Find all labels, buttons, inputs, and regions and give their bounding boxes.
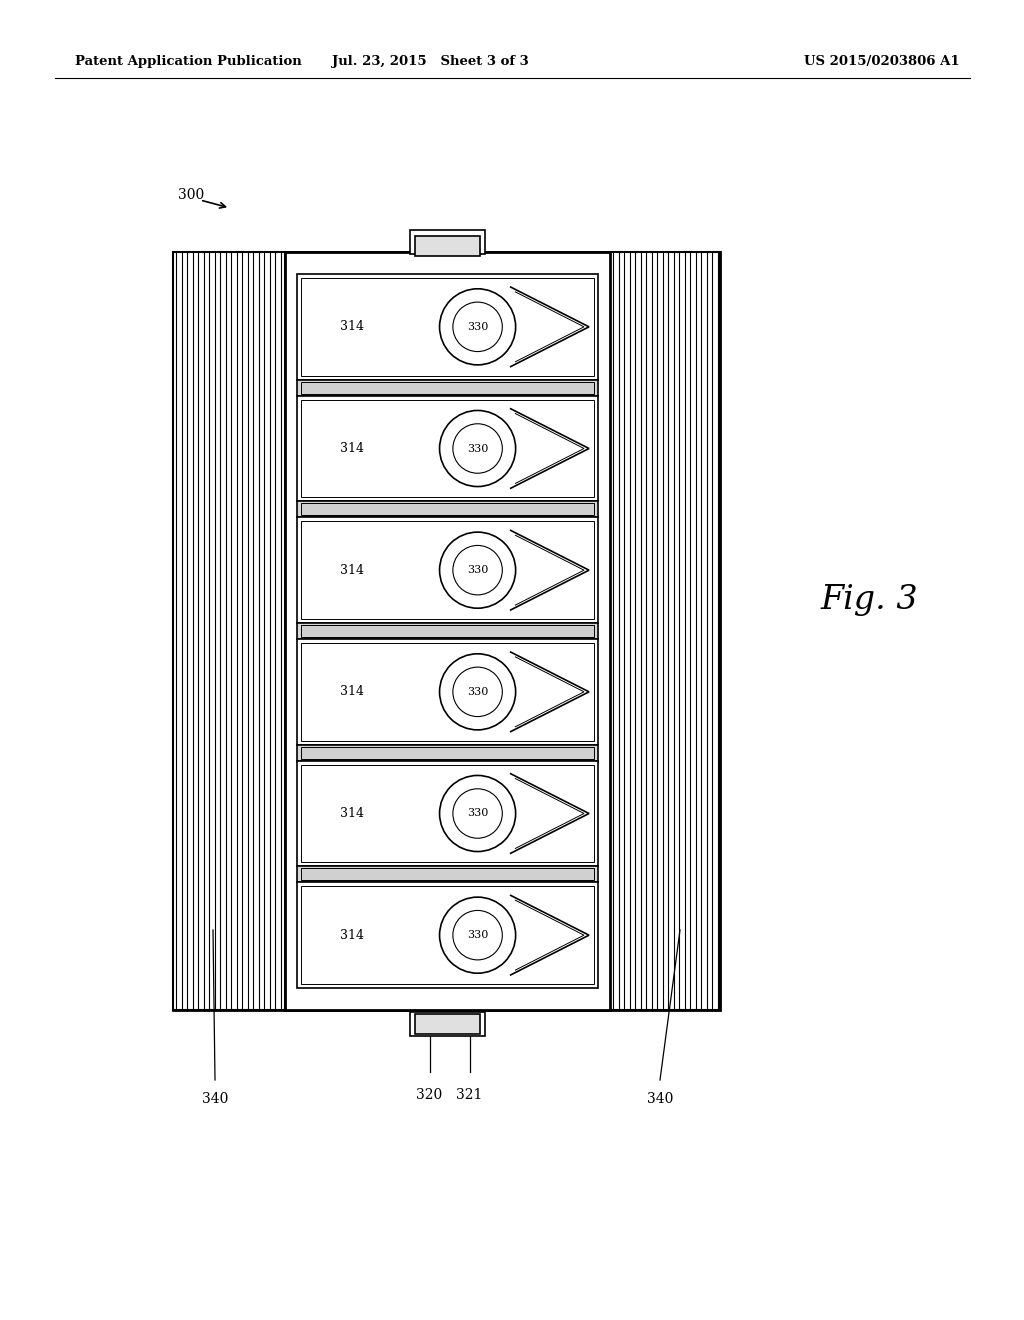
Text: 314: 314 <box>340 564 364 577</box>
Bar <box>297 275 598 380</box>
Circle shape <box>439 775 516 851</box>
Text: 330: 330 <box>467 808 488 818</box>
Bar <box>301 400 594 498</box>
Bar <box>301 764 594 862</box>
Bar <box>301 747 594 759</box>
Bar <box>301 279 594 376</box>
Bar <box>173 252 285 1010</box>
Text: 340: 340 <box>202 1092 228 1106</box>
Bar <box>297 866 598 882</box>
Text: Fig. 3: Fig. 3 <box>820 583 918 616</box>
Bar <box>297 623 598 639</box>
Text: 330: 330 <box>467 565 488 576</box>
Bar <box>301 624 594 638</box>
Text: 321: 321 <box>457 1088 482 1102</box>
Text: 314: 314 <box>340 929 364 941</box>
Bar <box>285 252 610 1010</box>
Circle shape <box>439 898 516 973</box>
Circle shape <box>439 532 516 609</box>
Bar <box>415 236 480 256</box>
Bar <box>297 882 598 987</box>
Text: 314: 314 <box>340 807 364 820</box>
Bar <box>297 517 598 623</box>
Text: 330: 330 <box>467 444 488 454</box>
Bar <box>415 1014 480 1034</box>
Bar <box>297 396 598 502</box>
Bar <box>301 381 594 393</box>
Bar <box>301 886 594 983</box>
Bar <box>301 643 594 741</box>
Text: US 2015/0203806 A1: US 2015/0203806 A1 <box>805 55 961 69</box>
Bar <box>173 252 720 1010</box>
Bar <box>610 252 720 1010</box>
Bar <box>297 502 598 517</box>
Text: Jul. 23, 2015   Sheet 3 of 3: Jul. 23, 2015 Sheet 3 of 3 <box>332 55 528 69</box>
Bar <box>410 1012 485 1036</box>
Bar <box>297 760 598 866</box>
Bar <box>410 230 485 253</box>
Text: 340: 340 <box>647 1092 673 1106</box>
Text: Patent Application Publication: Patent Application Publication <box>75 55 302 69</box>
Text: 314: 314 <box>340 685 364 698</box>
Bar <box>301 869 594 880</box>
Bar <box>301 521 594 619</box>
Bar <box>301 503 594 515</box>
Text: 330: 330 <box>467 931 488 940</box>
Text: 330: 330 <box>467 322 488 331</box>
Text: 330: 330 <box>467 686 488 697</box>
Circle shape <box>439 653 516 730</box>
Text: 314: 314 <box>340 321 364 334</box>
Bar <box>297 380 598 396</box>
Bar <box>297 744 598 760</box>
Text: 320: 320 <box>417 1088 442 1102</box>
Text: 300: 300 <box>178 187 204 202</box>
Circle shape <box>439 411 516 487</box>
Text: 314: 314 <box>340 442 364 455</box>
Circle shape <box>439 289 516 364</box>
Bar <box>297 639 598 744</box>
